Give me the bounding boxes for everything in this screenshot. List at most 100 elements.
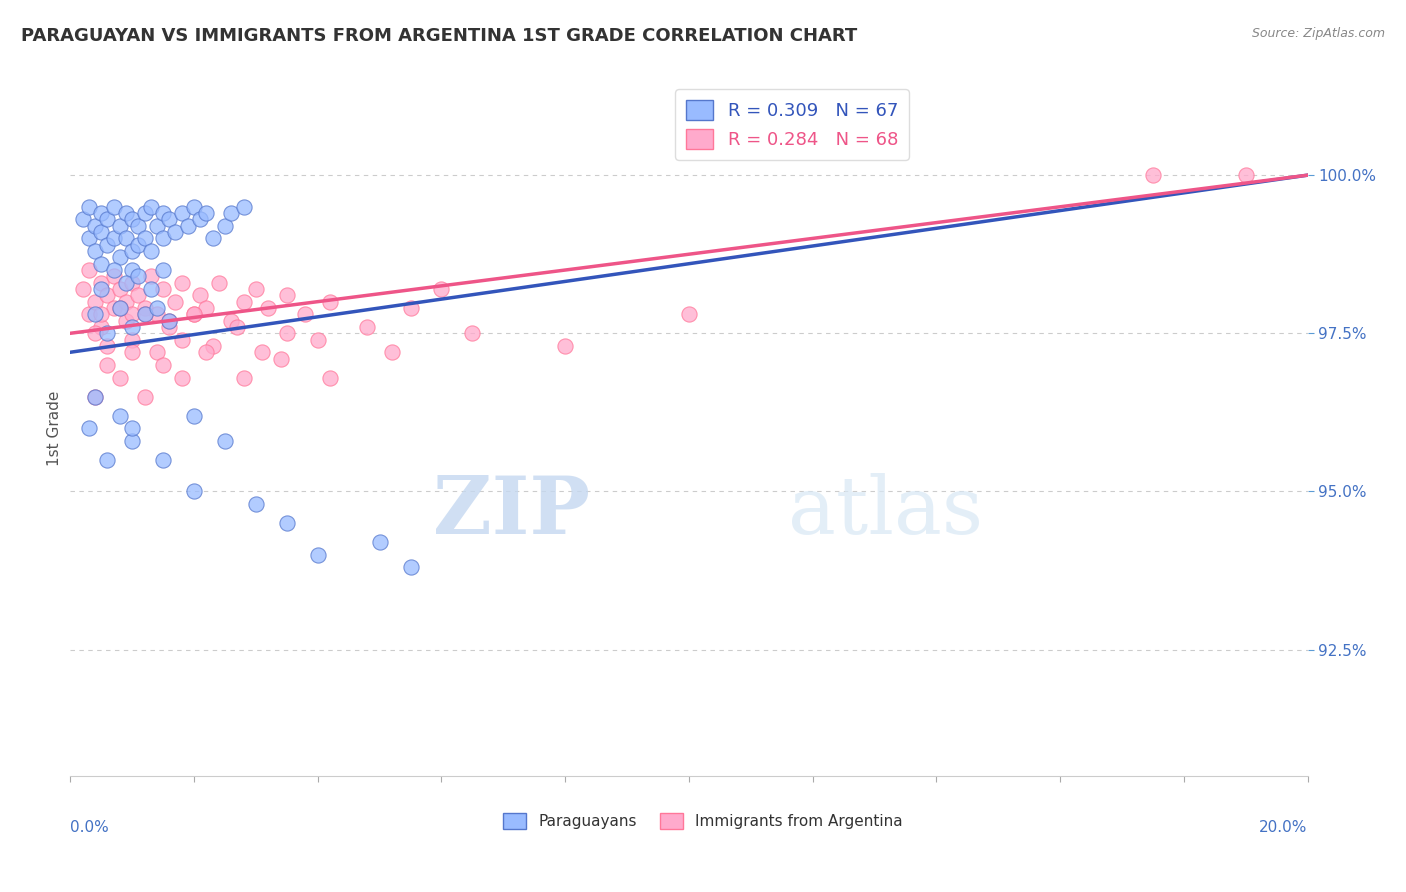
Point	[139, 244, 162, 258]
Point	[232, 294, 254, 309]
Point	[90, 257, 112, 271]
Point	[139, 200, 162, 214]
Point	[157, 313, 180, 327]
Point	[121, 307, 143, 321]
Point	[152, 231, 174, 245]
Point	[257, 301, 280, 315]
Point	[115, 313, 138, 327]
Point	[232, 200, 254, 214]
Point	[146, 219, 169, 233]
Point	[219, 313, 242, 327]
Point	[157, 212, 180, 227]
Point	[84, 390, 107, 404]
Point	[127, 288, 149, 302]
Point	[96, 339, 118, 353]
Point	[152, 206, 174, 220]
Point	[134, 307, 156, 321]
Point	[170, 333, 193, 347]
Point	[96, 237, 118, 252]
Point	[84, 244, 107, 258]
Point	[139, 282, 162, 296]
Point	[134, 390, 156, 404]
Point	[170, 206, 193, 220]
Text: 20.0%: 20.0%	[1260, 821, 1308, 835]
Point	[195, 301, 218, 315]
Point	[108, 370, 131, 384]
Point	[678, 307, 700, 321]
Point	[108, 282, 131, 296]
Point	[183, 307, 205, 321]
Point	[183, 200, 205, 214]
Point	[183, 484, 205, 499]
Point	[90, 320, 112, 334]
Point	[307, 548, 329, 562]
Point	[115, 231, 138, 245]
Point	[115, 294, 138, 309]
Point	[84, 390, 107, 404]
Point	[461, 326, 484, 341]
Point	[245, 282, 267, 296]
Point	[319, 294, 342, 309]
Text: atlas: atlas	[787, 473, 983, 550]
Legend: Paraguayans, Immigrants from Argentina: Paraguayans, Immigrants from Argentina	[498, 806, 908, 835]
Point	[96, 326, 118, 341]
Point	[368, 535, 391, 549]
Point	[134, 301, 156, 315]
Point	[121, 212, 143, 227]
Point	[96, 288, 118, 302]
Point	[121, 276, 143, 290]
Point	[115, 276, 138, 290]
Point	[96, 358, 118, 372]
Point	[121, 333, 143, 347]
Point	[108, 409, 131, 423]
Point	[103, 231, 125, 245]
Point	[96, 212, 118, 227]
Point	[77, 231, 100, 245]
Point	[84, 326, 107, 341]
Point	[84, 294, 107, 309]
Point	[103, 263, 125, 277]
Point	[72, 212, 94, 227]
Point	[183, 307, 205, 321]
Point	[219, 206, 242, 220]
Point	[554, 339, 576, 353]
Point	[183, 409, 205, 423]
Point	[84, 219, 107, 233]
Point	[170, 370, 193, 384]
Point	[115, 206, 138, 220]
Point	[103, 200, 125, 214]
Y-axis label: 1st Grade: 1st Grade	[46, 391, 62, 466]
Text: PARAGUAYAN VS IMMIGRANTS FROM ARGENTINA 1ST GRADE CORRELATION CHART: PARAGUAYAN VS IMMIGRANTS FROM ARGENTINA …	[21, 27, 858, 45]
Point	[77, 307, 100, 321]
Point	[250, 345, 273, 359]
Point	[90, 276, 112, 290]
Point	[177, 219, 200, 233]
Point	[121, 244, 143, 258]
Point	[127, 237, 149, 252]
Point	[134, 206, 156, 220]
Point	[134, 231, 156, 245]
Point	[96, 452, 118, 467]
Point	[188, 288, 211, 302]
Point	[245, 497, 267, 511]
Point	[90, 307, 112, 321]
Point	[103, 269, 125, 284]
Point	[1142, 168, 1164, 182]
Point	[72, 282, 94, 296]
Point	[108, 219, 131, 233]
Point	[121, 345, 143, 359]
Point	[121, 434, 143, 448]
Point	[165, 294, 187, 309]
Text: Source: ZipAtlas.com: Source: ZipAtlas.com	[1251, 27, 1385, 40]
Point	[201, 231, 224, 245]
Point	[170, 276, 193, 290]
Point	[1234, 168, 1257, 182]
Point	[226, 320, 249, 334]
Point	[165, 225, 187, 239]
Point	[152, 282, 174, 296]
Point	[108, 301, 131, 315]
Point	[208, 276, 231, 290]
Point	[152, 263, 174, 277]
Point	[108, 301, 131, 315]
Point	[214, 219, 236, 233]
